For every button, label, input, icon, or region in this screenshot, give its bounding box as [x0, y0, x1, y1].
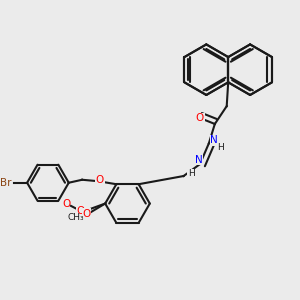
Text: H: H — [188, 169, 194, 178]
Text: O: O — [96, 175, 104, 185]
Text: N: N — [195, 155, 202, 165]
Text: O: O — [196, 113, 204, 123]
Text: N: N — [210, 135, 218, 145]
Text: O: O — [82, 209, 91, 219]
Text: CH₃: CH₃ — [67, 213, 84, 222]
Text: Br: Br — [0, 178, 11, 188]
Text: H: H — [218, 143, 224, 152]
Text: O: O — [77, 206, 85, 216]
Text: O: O — [62, 199, 70, 209]
